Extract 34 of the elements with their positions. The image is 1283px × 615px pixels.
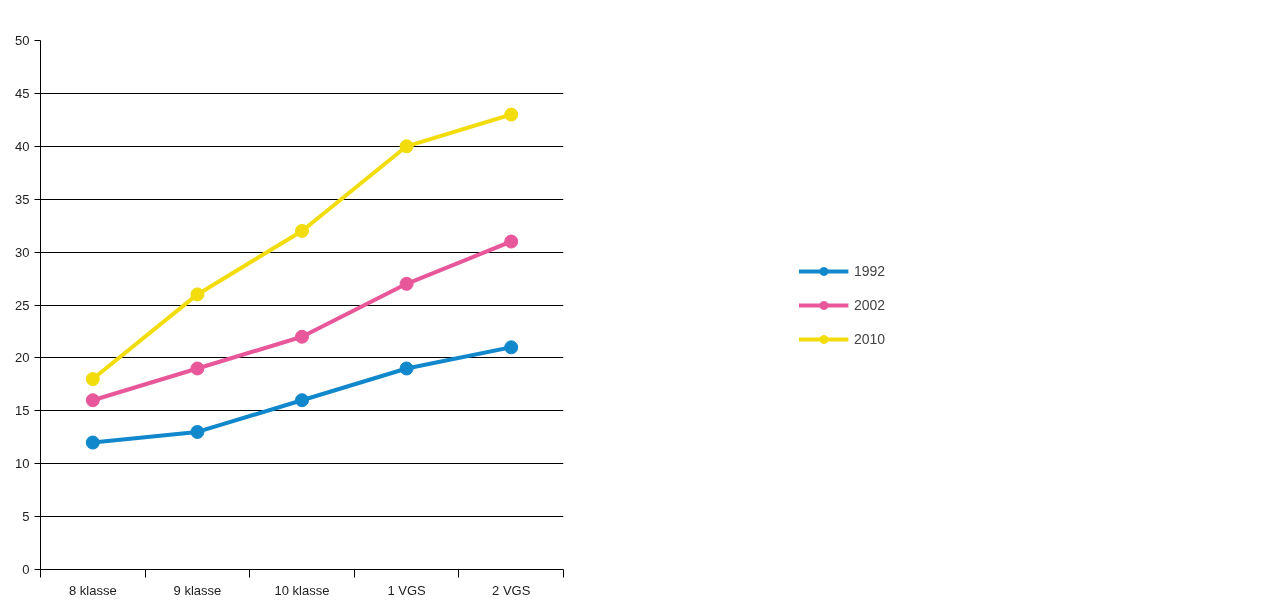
point	[85, 372, 100, 387]
point	[85, 393, 100, 408]
x-tick-label: 1 VGS	[387, 582, 427, 598]
x-tick-label: 10 klasse	[274, 582, 330, 598]
x-tick-label: 2 VGS	[492, 582, 531, 598]
y-tick-label: 30	[15, 244, 30, 260]
y-tick-label: 10	[15, 456, 30, 472]
point	[85, 435, 100, 450]
point	[190, 361, 205, 376]
point	[504, 340, 519, 355]
y-tick-label: 0	[22, 562, 30, 577]
point	[295, 223, 309, 238]
y-tick-label: 35	[15, 191, 30, 207]
y-tick-label: 40	[15, 138, 30, 154]
y-tick-label: 50	[15, 33, 30, 48]
point	[295, 329, 309, 344]
point	[504, 107, 519, 122]
point	[190, 287, 205, 302]
legend-label: 1992	[853, 262, 886, 279]
point	[190, 424, 205, 439]
point	[399, 276, 414, 291]
legend-label: 2002	[853, 296, 886, 313]
y-tick-label: 45	[15, 85, 30, 101]
x-tick-label: 9 klasse	[173, 582, 222, 598]
point	[295, 393, 309, 408]
y-tick-label: 20	[15, 350, 30, 366]
point	[399, 361, 414, 376]
point	[504, 234, 519, 249]
y-tick-label: 15	[15, 403, 30, 419]
x-tick-label: 8 klasse	[68, 582, 117, 598]
y-tick-label: 5	[22, 509, 30, 525]
point	[399, 139, 414, 154]
y-tick-label: 25	[15, 297, 30, 313]
legend-label: 2010	[853, 330, 886, 347]
